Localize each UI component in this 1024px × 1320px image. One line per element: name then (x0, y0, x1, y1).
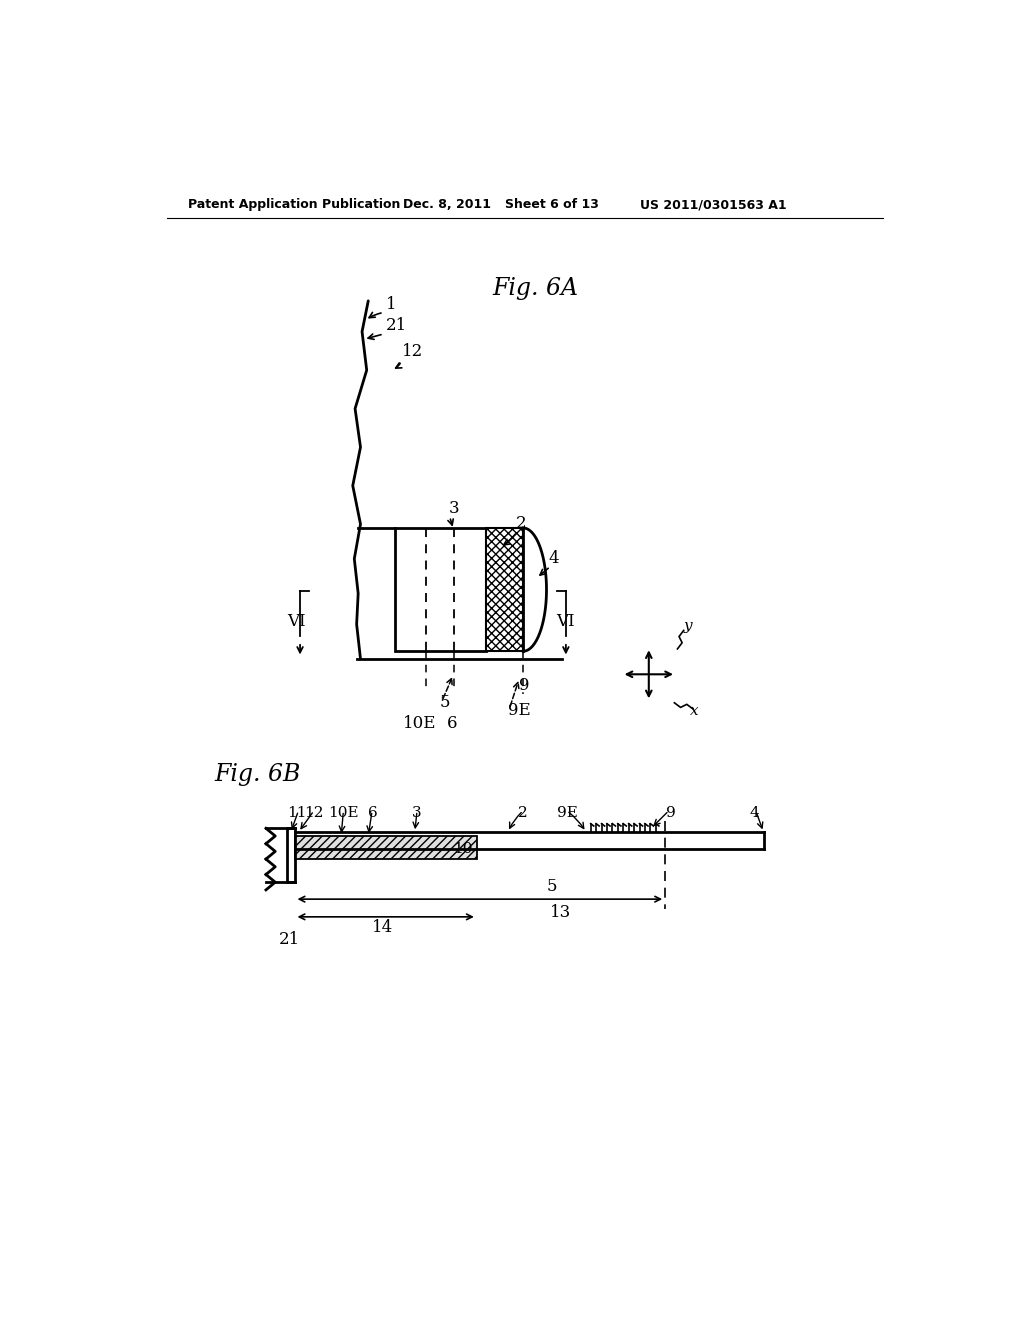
Text: 6: 6 (368, 805, 378, 820)
Text: x: x (690, 704, 698, 718)
Text: 3: 3 (449, 499, 460, 516)
Text: 4: 4 (549, 549, 559, 566)
Text: 6: 6 (447, 715, 458, 733)
Text: VI: VI (557, 612, 575, 630)
Text: y: y (684, 619, 692, 634)
Text: VI: VI (287, 612, 305, 630)
Text: 1: 1 (386, 296, 396, 313)
Text: US 2011/0301563 A1: US 2011/0301563 A1 (640, 198, 786, 211)
Text: 12: 12 (304, 805, 324, 820)
Text: 14: 14 (372, 919, 393, 936)
Text: 21: 21 (280, 931, 300, 948)
Text: 9E: 9E (508, 702, 530, 719)
Text: 9: 9 (666, 805, 676, 820)
Text: Patent Application Publication: Patent Application Publication (188, 198, 400, 211)
Text: 3: 3 (413, 805, 422, 820)
Text: 10: 10 (454, 842, 473, 855)
Text: Fig. 6A: Fig. 6A (493, 277, 579, 301)
Text: 2: 2 (518, 805, 528, 820)
Bar (486, 528, 523, 651)
Text: Dec. 8, 2011: Dec. 8, 2011 (403, 198, 492, 211)
Text: 10E: 10E (403, 715, 436, 733)
Text: 11: 11 (287, 805, 307, 820)
Text: 10E: 10E (328, 805, 358, 820)
Bar (395, 528, 486, 651)
Bar (295, 836, 477, 859)
Text: 2: 2 (515, 515, 526, 532)
Text: 5: 5 (439, 694, 451, 711)
Text: 12: 12 (401, 343, 423, 360)
Text: 9E: 9E (557, 805, 578, 820)
Text: 21: 21 (386, 317, 408, 334)
Text: Fig. 6B: Fig. 6B (215, 763, 301, 785)
Bar (287, 829, 295, 882)
Text: 5: 5 (547, 878, 557, 895)
Text: Sheet 6 of 13: Sheet 6 of 13 (506, 198, 599, 211)
Text: 4: 4 (750, 805, 759, 820)
Text: 9: 9 (519, 677, 529, 694)
Text: 13: 13 (550, 904, 571, 921)
